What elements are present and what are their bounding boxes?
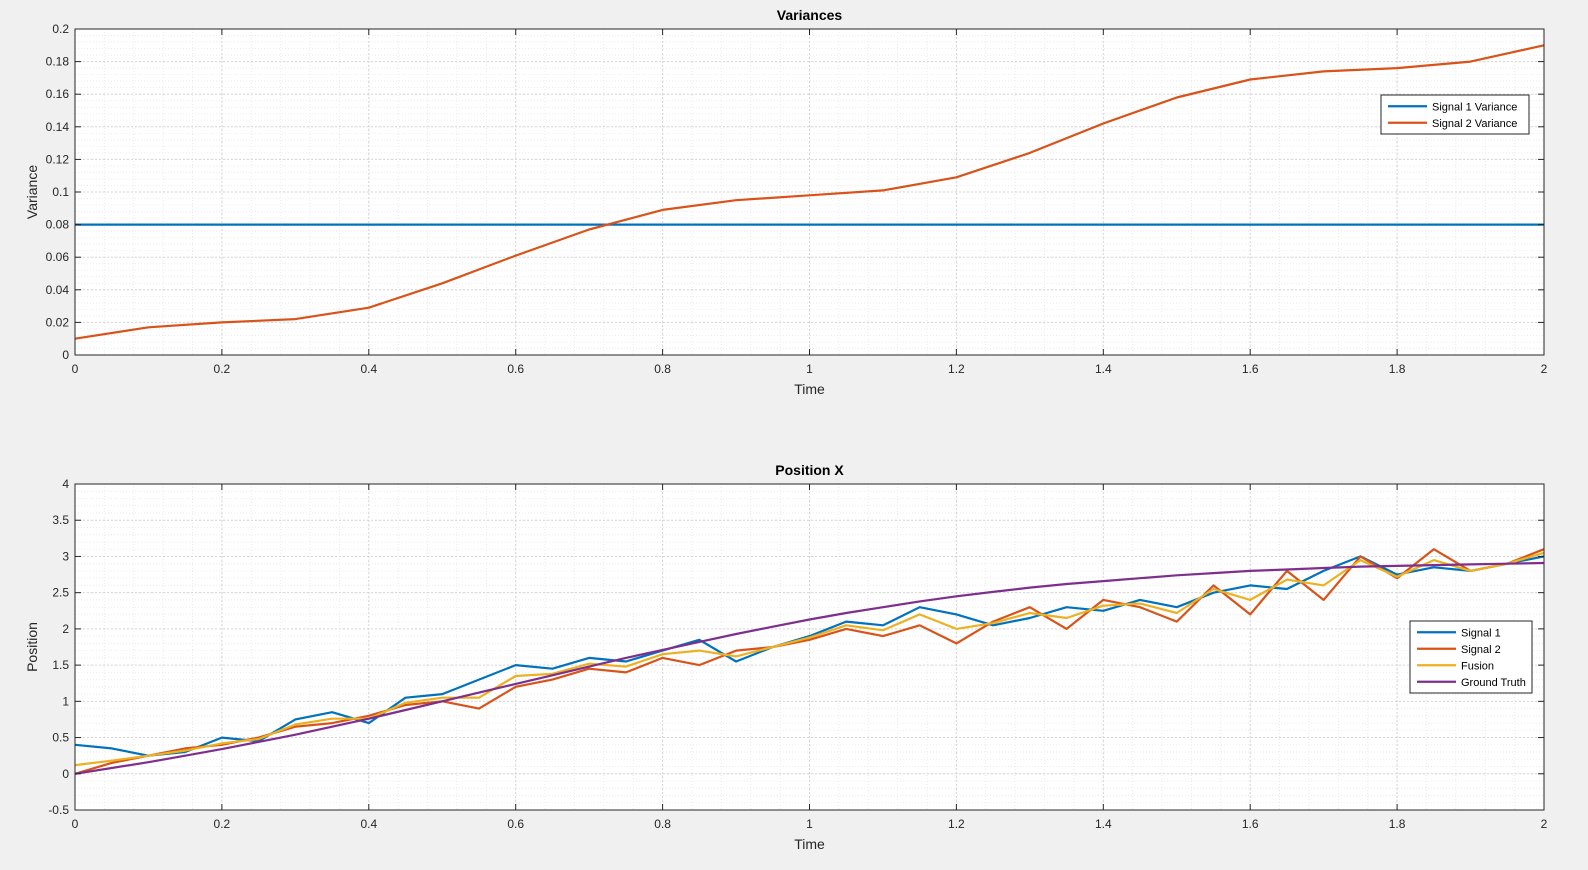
legend-entry-fusion: Fusion bbox=[1461, 660, 1494, 672]
ticks: 0 0.2 0.4 0.6 0.8 1 1.2 1.4 1.6 1.8 2-0.500.511.52… bbox=[48, 477, 1547, 831]
y-tick-label: 0.1 bbox=[52, 185, 69, 199]
y-tick-label: 3 bbox=[62, 549, 69, 563]
y-tick-label: 0.16 bbox=[46, 87, 70, 101]
x-tick-label: 1 bbox=[806, 817, 813, 831]
y-tick-label: 3.5 bbox=[52, 513, 69, 527]
x-tick-label: 0.6 bbox=[507, 817, 524, 831]
y-tick-label: 0.12 bbox=[46, 152, 70, 166]
y-axis-label: Position bbox=[24, 622, 40, 672]
y-tick-label: 4 bbox=[62, 477, 69, 491]
y-tick-label: 0.08 bbox=[46, 218, 70, 232]
x-tick-label: 0.4 bbox=[360, 817, 377, 831]
x-tick-label: 1.6 bbox=[1242, 817, 1259, 831]
x-tick-label: 0 bbox=[72, 362, 79, 376]
legend-entry-signal-1-variance: Signal 1 Variance bbox=[1432, 101, 1517, 113]
y-tick-label: 1.5 bbox=[52, 658, 69, 672]
position-x-chart: 0 0.2 0.4 0.6 0.8 1 1.2 1.4 1.6 1.8 2-0.500.511.52… bbox=[24, 462, 1548, 852]
series-line-ground-truth bbox=[74, 561, 1545, 775]
x-tick-label: 0.2 bbox=[214, 362, 231, 376]
series-line-fusion bbox=[74, 551, 1545, 767]
x-tick-label: 2 bbox=[1541, 817, 1548, 831]
x-tick-label: 1 bbox=[806, 362, 813, 376]
y-tick-label: 0.18 bbox=[46, 55, 70, 69]
x-tick-label: 0.8 bbox=[654, 817, 671, 831]
y-tick-label: 0 bbox=[62, 767, 69, 781]
x-tick-label: 1.8 bbox=[1389, 817, 1406, 831]
series-line-signal-2-variance bbox=[74, 44, 1545, 340]
y-tick-label: 0.5 bbox=[52, 731, 69, 745]
x-tick-label: 1.2 bbox=[948, 362, 965, 376]
x-tick-label: 1.4 bbox=[1095, 817, 1112, 831]
y-axis-label: Variance bbox=[24, 165, 40, 219]
y-tick-label: 0 bbox=[62, 348, 69, 362]
y-tick-label: 0.04 bbox=[46, 283, 70, 297]
legend-box bbox=[1380, 94, 1530, 135]
x-axis-label: Time bbox=[794, 836, 825, 852]
legend-entry-signal-2-variance: Signal 2 Variance bbox=[1432, 118, 1517, 130]
y-tick-label: 2 bbox=[62, 622, 69, 636]
x-tick-label: 2 bbox=[1541, 362, 1548, 376]
y-tick-label: 1 bbox=[62, 694, 69, 708]
x-tick-label: 1.2 bbox=[948, 817, 965, 831]
series-group bbox=[74, 44, 1545, 340]
x-tick-label: 1.4 bbox=[1095, 362, 1112, 376]
x-tick-label: 1.6 bbox=[1242, 362, 1259, 376]
y-tick-label: 0.06 bbox=[46, 250, 70, 264]
series-group bbox=[74, 548, 1545, 775]
x-tick-label: 1.8 bbox=[1389, 362, 1406, 376]
x-tick-label: 0.6 bbox=[507, 362, 524, 376]
y-tick-label: 0.14 bbox=[46, 120, 70, 134]
y-tick-label: 0.02 bbox=[46, 315, 70, 329]
ticks: 0 0.2 0.4 0.6 0.8 1 1.2 1.4 1.6 1.8 2 0 0.02 0.04 0.06… bbox=[46, 22, 1548, 376]
legend-entry-signal-1: Signal 1 bbox=[1461, 627, 1501, 639]
legend-entry-ground-truth: Ground Truth bbox=[1461, 677, 1526, 689]
legend: Signal 1 Signal 2 Fusion Ground Truth bbox=[1409, 620, 1533, 694]
legend: Signal 1 Variance Signal 2 Variance bbox=[1380, 94, 1530, 135]
grid bbox=[74, 28, 1545, 356]
legend-entry-signal-2: Signal 2 bbox=[1461, 644, 1501, 656]
chart-title: Variances bbox=[777, 7, 843, 23]
x-tick-label: 0.8 bbox=[654, 362, 671, 376]
x-tick-label: 0.2 bbox=[214, 817, 231, 831]
y-tick-label: 0.2 bbox=[52, 22, 69, 36]
variances-chart: 0 0.2 0.4 0.6 0.8 1 1.2 1.4 1.6 1.8 2 0 0.02 0.04 0.06… bbox=[24, 7, 1548, 397]
y-tick-label: -0.5 bbox=[48, 803, 69, 817]
series-line-signal-1 bbox=[74, 555, 1545, 757]
x-tick-label: 0 bbox=[72, 817, 79, 831]
x-axis-label: Time bbox=[794, 381, 825, 397]
y-tick-label: 2.5 bbox=[52, 586, 69, 600]
x-tick-label: 0.4 bbox=[360, 362, 377, 376]
chart-title: Position X bbox=[775, 462, 844, 478]
